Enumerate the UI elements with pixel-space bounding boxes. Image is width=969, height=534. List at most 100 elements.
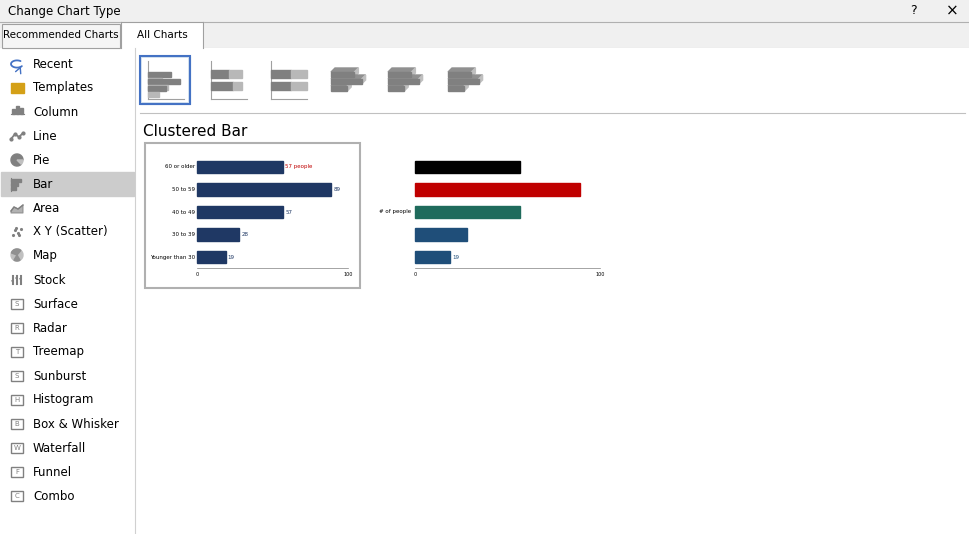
- Bar: [415, 183, 579, 195]
- Text: 40 to 49: 40 to 49: [172, 209, 195, 215]
- Text: R: R: [15, 325, 19, 331]
- Bar: [121, 22, 203, 48]
- Bar: [442, 58, 487, 102]
- Polygon shape: [464, 82, 468, 91]
- Wedge shape: [11, 154, 23, 166]
- Polygon shape: [388, 75, 422, 79]
- Bar: [197, 251, 226, 263]
- Polygon shape: [471, 68, 475, 77]
- Polygon shape: [411, 68, 415, 77]
- Bar: [211, 70, 229, 78]
- Bar: [197, 183, 331, 195]
- Bar: [330, 79, 361, 84]
- Bar: [2, 24, 120, 48]
- Text: Templates: Templates: [33, 82, 93, 95]
- Text: 100: 100: [595, 272, 604, 277]
- Bar: [148, 92, 159, 97]
- Bar: [382, 58, 427, 102]
- Bar: [325, 58, 370, 102]
- Text: Area: Area: [33, 201, 60, 215]
- Text: Map: Map: [33, 249, 58, 263]
- Text: B: B: [15, 421, 19, 427]
- Text: Line: Line: [33, 130, 57, 143]
- Bar: [415, 229, 466, 241]
- Bar: [16, 106, 19, 114]
- Wedge shape: [12, 249, 21, 255]
- Bar: [11, 467, 23, 477]
- Bar: [197, 229, 239, 241]
- Bar: [204, 58, 251, 102]
- Bar: [148, 72, 172, 77]
- Bar: [12, 109, 15, 114]
- Text: Change Chart Type: Change Chart Type: [8, 4, 120, 18]
- Bar: [448, 86, 464, 91]
- Text: Funnel: Funnel: [33, 466, 72, 478]
- Text: All Charts: All Charts: [137, 30, 187, 40]
- Bar: [140, 56, 190, 104]
- Text: 19: 19: [228, 255, 234, 260]
- Bar: [11, 371, 23, 381]
- Polygon shape: [448, 75, 483, 79]
- Polygon shape: [419, 75, 422, 84]
- Bar: [0, 48, 135, 534]
- Text: Treemap: Treemap: [33, 345, 84, 358]
- Text: Column: Column: [33, 106, 78, 119]
- Bar: [229, 70, 241, 78]
- Text: C: C: [15, 493, 19, 499]
- Bar: [11, 187, 16, 190]
- Bar: [11, 323, 23, 333]
- Bar: [0, 22, 969, 48]
- Polygon shape: [11, 205, 23, 213]
- Bar: [148, 85, 168, 90]
- Polygon shape: [388, 68, 415, 72]
- Text: 50 to 59: 50 to 59: [172, 187, 195, 192]
- Text: Recent: Recent: [33, 58, 74, 70]
- Bar: [270, 70, 291, 78]
- Wedge shape: [17, 160, 23, 164]
- Polygon shape: [478, 75, 483, 84]
- Text: 28: 28: [241, 232, 248, 237]
- Polygon shape: [448, 82, 468, 86]
- Text: 0: 0: [413, 272, 416, 277]
- Bar: [197, 161, 283, 173]
- Bar: [415, 206, 520, 218]
- Text: 57: 57: [285, 209, 292, 215]
- Text: Radar: Radar: [33, 321, 68, 334]
- Polygon shape: [361, 75, 365, 84]
- Text: Stock: Stock: [33, 273, 66, 287]
- Bar: [11, 491, 23, 501]
- Text: # of people: # of people: [379, 209, 411, 214]
- Text: Younger than 30: Younger than 30: [150, 255, 195, 260]
- Text: F: F: [15, 469, 19, 475]
- Bar: [0, 0, 969, 22]
- Bar: [388, 72, 411, 77]
- Polygon shape: [448, 68, 475, 72]
- Bar: [140, 56, 190, 104]
- Bar: [415, 161, 520, 173]
- Bar: [11, 443, 23, 453]
- Bar: [148, 86, 166, 91]
- Bar: [265, 58, 311, 102]
- Text: Bar: Bar: [33, 177, 53, 191]
- Wedge shape: [14, 255, 20, 261]
- Polygon shape: [354, 68, 358, 77]
- Bar: [448, 72, 471, 77]
- Bar: [211, 82, 233, 90]
- Text: 0: 0: [195, 272, 199, 277]
- Text: Combo: Combo: [33, 490, 75, 502]
- Bar: [388, 86, 404, 91]
- Bar: [11, 347, 23, 357]
- Text: Sunburst: Sunburst: [33, 370, 86, 382]
- Bar: [144, 143, 359, 288]
- Text: 57 people: 57 people: [285, 164, 312, 169]
- Text: S: S: [15, 373, 19, 379]
- Wedge shape: [11, 249, 23, 261]
- Text: 19: 19: [452, 255, 458, 260]
- Bar: [135, 48, 969, 534]
- Text: H: H: [15, 397, 19, 403]
- Bar: [148, 79, 180, 84]
- Bar: [11, 183, 18, 186]
- Text: 100: 100: [343, 272, 353, 277]
- Text: W: W: [14, 445, 20, 451]
- Text: X Y (Scatter): X Y (Scatter): [33, 225, 108, 239]
